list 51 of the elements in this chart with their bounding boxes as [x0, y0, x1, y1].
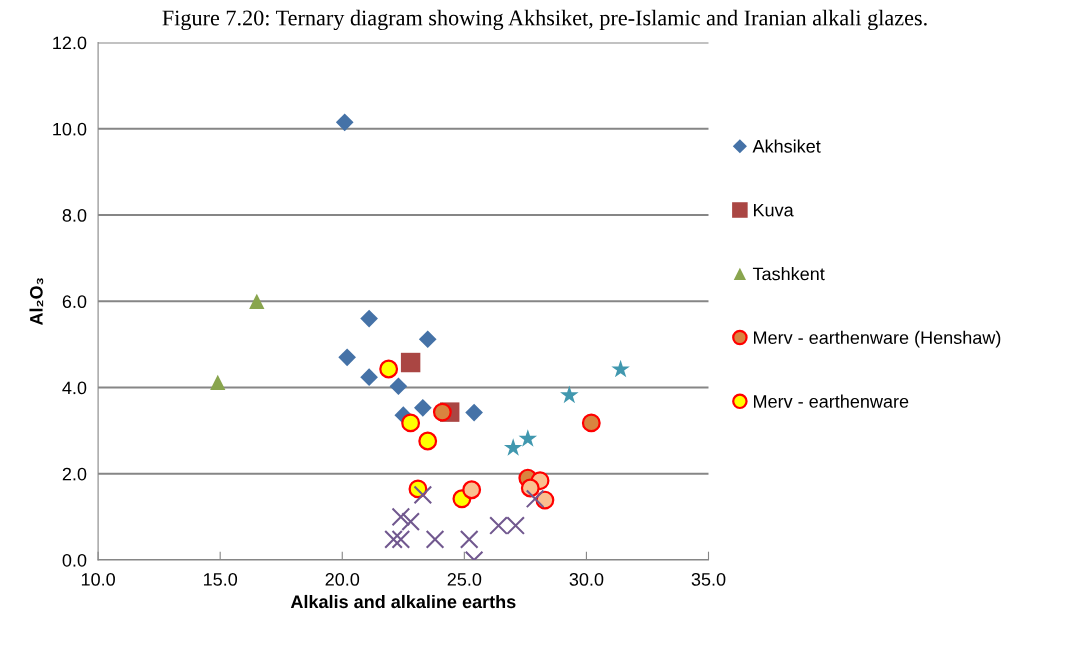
point	[401, 512, 420, 532]
y-tick-label: 10.0	[53, 122, 87, 136]
point	[525, 489, 545, 509]
point	[520, 478, 540, 498]
point	[418, 330, 437, 349]
x-tick-label: 30.0	[569, 573, 604, 586]
x-axis-title: Alkalis and alkaline earths	[290, 594, 516, 609]
x-tick-label: 15.0	[203, 573, 238, 586]
point	[518, 429, 538, 447]
y-tick-label: 6.0	[62, 295, 87, 309]
legend-label: Tashkent	[752, 267, 825, 281]
point	[249, 293, 265, 309]
point	[425, 529, 445, 549]
y-tick-label: 4.0	[62, 381, 87, 395]
point	[391, 507, 411, 527]
point	[560, 385, 579, 404]
point	[384, 529, 403, 549]
point	[210, 374, 226, 391]
point	[413, 398, 432, 417]
point	[360, 368, 378, 387]
point	[462, 480, 482, 500]
point	[432, 402, 452, 422]
point	[401, 413, 421, 433]
point	[418, 431, 438, 451]
point	[503, 438, 523, 456]
point	[459, 529, 479, 549]
point	[338, 348, 356, 367]
legend-label: Merv - earthenware	[754, 394, 909, 408]
point	[389, 377, 408, 396]
x-tick-label: 25.0	[447, 573, 482, 586]
y-tick-label: 8.0	[62, 208, 87, 222]
point	[379, 359, 399, 379]
y-axis-title: Al₂O₃	[29, 278, 44, 326]
point	[360, 309, 378, 328]
x-tick-label: 35.0	[691, 573, 726, 586]
legend-label: Merv - earthenware (Henshaw)	[754, 330, 1001, 348]
legend-label: Kuva	[754, 203, 794, 217]
x-tick-label: 20.0	[325, 573, 360, 586]
y-tick-label: 0.0	[62, 553, 87, 567]
point	[413, 485, 433, 505]
x-tick-label: 10.0	[81, 573, 115, 586]
y-tick-label: 12.0	[53, 36, 87, 50]
point	[335, 113, 354, 132]
point	[611, 359, 630, 378]
point	[581, 413, 601, 433]
point	[400, 352, 421, 373]
chart-title: Figure 7.20: Ternary diagram showing Akhsiket, pre-Islamic and Iranian alkali glazes.	[162, 9, 927, 31]
point	[391, 529, 411, 549]
y-tick-label: 2.0	[62, 467, 87, 481]
point	[465, 403, 483, 422]
legend-label: Akhsiket	[752, 139, 821, 153]
